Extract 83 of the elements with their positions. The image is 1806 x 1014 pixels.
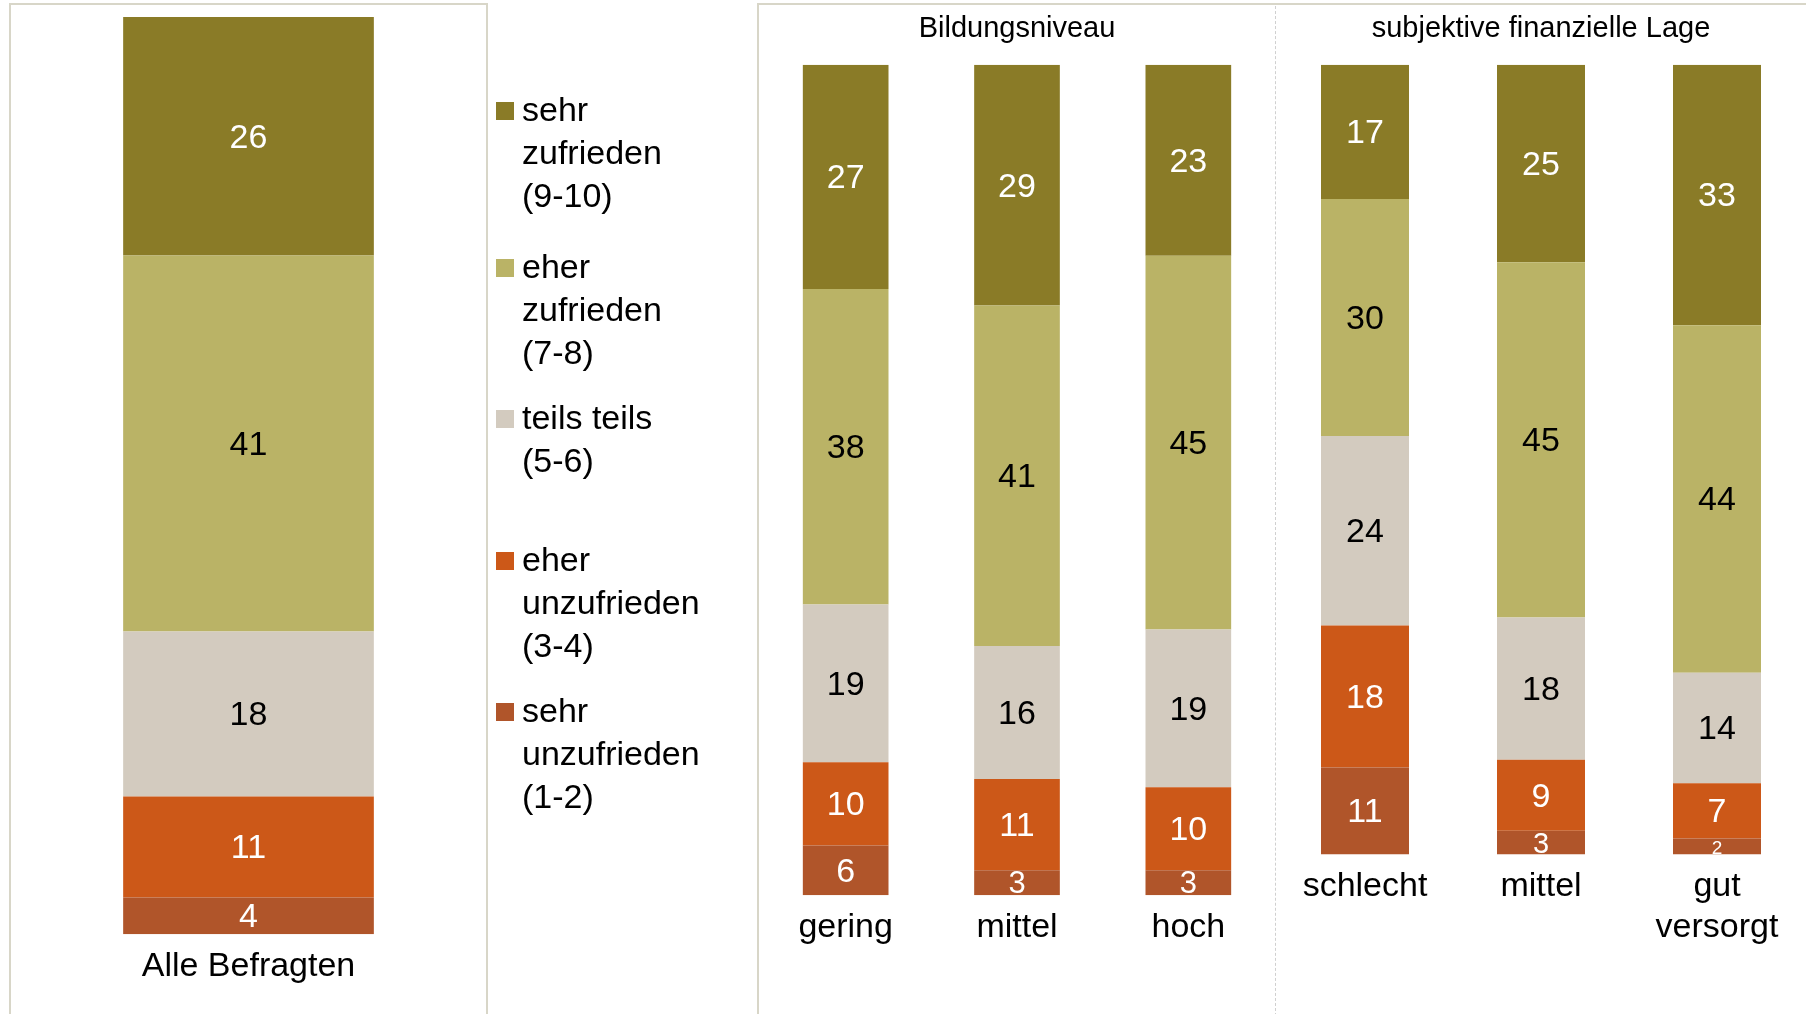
data-label: 6 xyxy=(836,850,856,889)
x-tick-label: mittel xyxy=(976,905,1058,944)
data-label: 23 xyxy=(1169,140,1208,179)
data-label: 26 xyxy=(229,116,268,155)
data-label: 2 xyxy=(1711,836,1723,858)
data-label: 11 xyxy=(999,804,1035,843)
data-label: 19 xyxy=(1169,688,1208,727)
bar xyxy=(123,631,374,797)
bar xyxy=(123,255,374,632)
data-label: 18 xyxy=(1346,676,1384,715)
bar xyxy=(1673,325,1761,673)
data-label: 29 xyxy=(998,165,1036,204)
bar xyxy=(974,305,1060,647)
bar xyxy=(1145,255,1232,630)
chart-title: subjektive finanzielle Lage xyxy=(1371,11,1711,44)
data-label: 3 xyxy=(1532,826,1550,859)
x-tick-label: schlecht xyxy=(1302,865,1428,904)
x-tick-label: gering xyxy=(798,905,893,944)
bar xyxy=(802,289,889,605)
data-label: 9 xyxy=(1531,775,1551,814)
data-label: 3 xyxy=(1008,865,1026,901)
bar xyxy=(802,64,889,290)
data-label: 38 xyxy=(826,427,865,466)
bar xyxy=(1673,838,1761,855)
chart-title: Bildungsniveau xyxy=(918,11,1116,44)
data-label: 45 xyxy=(1169,423,1208,462)
data-label: 27 xyxy=(826,157,865,196)
bar xyxy=(802,762,889,846)
data-label: 10 xyxy=(826,784,865,823)
bar xyxy=(974,646,1060,779)
bar xyxy=(974,778,1060,871)
legend-label: eher zufrieden (7-8) xyxy=(522,246,663,373)
x-tick-label: Alle Befragten xyxy=(141,944,356,983)
bar xyxy=(123,17,374,256)
bar xyxy=(1673,672,1761,784)
data-label: 45 xyxy=(1522,420,1560,459)
data-label: 17 xyxy=(1346,112,1384,151)
data-label: 41 xyxy=(998,456,1036,495)
data-label: 11 xyxy=(230,827,267,866)
bar xyxy=(802,845,889,896)
legend-label: teils teils (5-6) xyxy=(522,397,654,481)
bar xyxy=(123,796,374,898)
data-label: 41 xyxy=(229,423,268,462)
data-label: 16 xyxy=(998,692,1036,731)
data-label: 10 xyxy=(1169,809,1208,848)
bar xyxy=(1145,629,1232,788)
bar xyxy=(1321,767,1409,855)
legend-label: eher unzufrieden (3-4) xyxy=(522,539,701,666)
data-label: 33 xyxy=(1698,175,1736,214)
legend-label: sehr zufrieden (9-10) xyxy=(522,89,663,216)
bar xyxy=(1673,783,1761,839)
data-label: 30 xyxy=(1346,297,1384,336)
bar xyxy=(1497,759,1585,831)
data-label: 18 xyxy=(229,694,268,733)
bar xyxy=(802,604,889,763)
data-label: 11 xyxy=(1347,791,1383,830)
legend-label: sehr unzufrieden (1-2) xyxy=(522,690,701,817)
data-label: 3 xyxy=(1179,865,1197,901)
data-label: 25 xyxy=(1522,143,1560,182)
bar xyxy=(1321,199,1409,436)
bar xyxy=(974,64,1060,306)
bar xyxy=(1321,435,1409,626)
data-label: 14 xyxy=(1698,708,1736,747)
bar xyxy=(1145,870,1232,896)
bar xyxy=(1321,625,1409,768)
bar xyxy=(1145,64,1232,256)
bar xyxy=(1497,262,1585,618)
bar xyxy=(1497,617,1585,760)
bar xyxy=(974,870,1060,896)
data-label: 18 xyxy=(1522,668,1560,707)
data-label: 44 xyxy=(1698,479,1736,518)
data-label: 7 xyxy=(1707,791,1727,830)
bar xyxy=(1497,64,1585,263)
bar xyxy=(1673,64,1761,326)
x-tick-label: gut versorgt xyxy=(1655,865,1779,944)
bar xyxy=(1321,64,1409,200)
data-label: 4 xyxy=(239,896,258,935)
bar xyxy=(1145,787,1232,871)
x-tick-label: hoch xyxy=(1151,905,1226,944)
data-label: 19 xyxy=(826,663,865,702)
bar xyxy=(123,897,374,935)
data-label: 24 xyxy=(1346,511,1384,550)
x-tick-label: mittel xyxy=(1500,865,1582,904)
